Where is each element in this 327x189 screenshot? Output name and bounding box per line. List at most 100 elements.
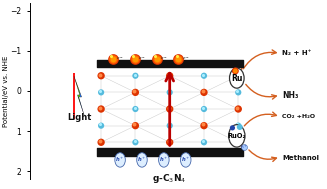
Circle shape (137, 153, 147, 167)
Point (133, 91, 138, 94)
Point (132, 106, 137, 109)
Text: $e^-$: $e^-$ (160, 55, 168, 62)
Point (230, 126, 235, 129)
Point (166, 123, 171, 126)
Y-axis label: Potential/eV vs. NHE: Potential/eV vs. NHE (3, 55, 9, 127)
Point (236, 124, 241, 127)
Text: g-C$_3$N$_4$: g-C$_3$N$_4$ (152, 172, 187, 185)
Point (132, 57, 137, 60)
Point (167, 91, 172, 94)
Point (133, 141, 138, 144)
Point (154, 57, 159, 60)
Polygon shape (78, 73, 80, 119)
Circle shape (159, 153, 169, 167)
Point (234, 106, 240, 109)
Circle shape (181, 153, 191, 167)
Point (200, 90, 205, 93)
Point (110, 57, 115, 60)
Point (235, 90, 240, 93)
Point (166, 90, 171, 93)
Point (98, 123, 103, 126)
Polygon shape (75, 73, 76, 119)
Point (98, 90, 103, 93)
Point (167, 74, 172, 77)
Point (98, 108, 104, 111)
Point (166, 106, 171, 109)
Text: NH₃: NH₃ (282, 91, 299, 100)
Point (236, 91, 241, 94)
Point (233, 69, 238, 72)
Point (201, 141, 207, 144)
Point (167, 124, 172, 127)
Point (167, 141, 172, 144)
Circle shape (230, 68, 244, 88)
Point (200, 123, 205, 126)
Point (132, 90, 137, 93)
Text: CO₂ +H₂O: CO₂ +H₂O (282, 114, 315, 119)
Point (176, 57, 181, 60)
Point (167, 108, 172, 111)
Point (236, 108, 241, 111)
Point (176, 57, 181, 60)
Point (132, 57, 137, 60)
Point (132, 57, 137, 60)
Point (234, 140, 240, 143)
Point (133, 74, 138, 77)
Point (236, 74, 241, 77)
Point (152, 55, 157, 58)
Point (132, 73, 137, 76)
Point (132, 123, 137, 126)
Point (201, 108, 207, 111)
Point (200, 73, 206, 76)
Text: h$^+$: h$^+$ (159, 156, 168, 164)
Circle shape (229, 125, 245, 147)
Point (132, 140, 137, 143)
Text: N₂ + H⁺: N₂ + H⁺ (282, 50, 311, 56)
Point (97, 73, 103, 76)
Point (176, 57, 181, 60)
Point (98, 91, 104, 94)
Point (241, 146, 247, 149)
Point (174, 55, 179, 58)
Point (201, 124, 207, 127)
Text: Methanol: Methanol (282, 155, 319, 160)
Point (236, 141, 241, 144)
Point (98, 124, 104, 127)
Point (97, 106, 103, 109)
Point (133, 108, 138, 111)
Point (166, 140, 171, 143)
Point (109, 55, 114, 58)
Text: h$^+$: h$^+$ (137, 156, 146, 164)
Point (154, 57, 159, 60)
Text: h$^+$: h$^+$ (115, 156, 125, 164)
Text: h$^+$: h$^+$ (240, 143, 248, 151)
Point (166, 73, 171, 76)
Text: h$^+$: h$^+$ (181, 156, 190, 164)
Point (110, 57, 115, 60)
Point (98, 74, 104, 77)
Point (237, 125, 242, 129)
Polygon shape (73, 73, 75, 119)
Point (233, 69, 238, 72)
Point (200, 140, 206, 143)
Point (235, 123, 240, 126)
Text: $e^-$: $e^-$ (138, 55, 146, 62)
Point (97, 140, 103, 143)
Polygon shape (80, 73, 81, 119)
Text: Light: Light (67, 113, 92, 122)
Point (130, 55, 136, 58)
Point (201, 74, 207, 77)
Point (110, 57, 115, 60)
Point (201, 91, 207, 94)
Text: RuO₂: RuO₂ (228, 133, 246, 139)
Text: $e^-$: $e^-$ (182, 55, 190, 62)
Point (200, 106, 206, 109)
Point (234, 73, 240, 76)
Polygon shape (81, 73, 83, 119)
Point (133, 124, 138, 127)
Polygon shape (76, 73, 78, 119)
Text: Ru: Ru (231, 74, 243, 83)
Point (154, 57, 159, 60)
Circle shape (115, 153, 125, 167)
Text: $e^-$: $e^-$ (116, 55, 124, 62)
